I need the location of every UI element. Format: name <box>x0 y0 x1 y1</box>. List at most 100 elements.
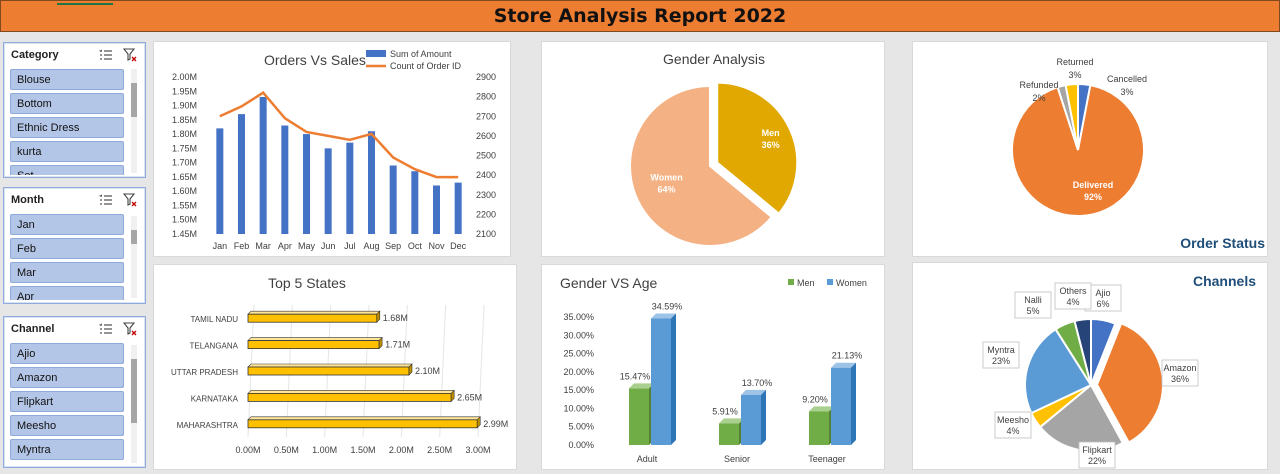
x-tick: Apr <box>278 241 292 251</box>
data-label: 2.65M <box>457 392 482 402</box>
slicer-header: Channel <box>4 317 145 341</box>
slicer-item-flipkart[interactable]: Flipkart <box>10 391 124 412</box>
y-tick: 35.00% <box>563 312 594 322</box>
y-right-tick: 2700 <box>476 111 496 121</box>
report-title: Store Analysis Report 2022 <box>493 5 787 27</box>
y-right-tick: 2800 <box>476 92 496 102</box>
slicer-scrollbar[interactable] <box>131 345 137 463</box>
month-slicer[interactable]: Month Jan Feb Mar Apr <box>3 187 146 304</box>
y-tick: 0.00% <box>568 440 594 450</box>
pie-slice-men <box>716 81 799 215</box>
y-tick: MAHARASHTRA <box>177 421 239 430</box>
slicer-item-myntra[interactable]: Myntra <box>10 439 124 460</box>
slicer-item-blouse[interactable]: Blouse <box>10 69 124 90</box>
bar-sum-of-amount <box>389 165 397 234</box>
slice-percent: 4% <box>1006 426 1019 436</box>
bar-top-face <box>831 362 856 368</box>
multi-select-icon[interactable] <box>97 47 115 63</box>
channel-slicer[interactable]: Channel Ajio Amazon Flipkart Meesho Myntra <box>3 316 146 468</box>
orders-vs-sales-panel[interactable]: Orders Vs Sales Sum of Amount Count of Ord… <box>153 41 511 257</box>
slicer-item-ethnic-dress[interactable]: Ethnic Dress <box>10 117 124 138</box>
x-tick: Sep <box>385 241 401 251</box>
multi-select-icon[interactable] <box>97 321 115 337</box>
x-tick: Adult <box>637 454 658 464</box>
clear-filter-icon[interactable] <box>121 321 139 337</box>
x-tick: Jul <box>344 241 356 251</box>
bar-women <box>741 394 761 445</box>
slicer-scrollbar[interactable] <box>131 216 137 298</box>
y-left-tick: 1.95M <box>172 86 197 96</box>
slicer-item-feb[interactable]: Feb <box>10 238 124 259</box>
slice-label: Men <box>762 128 780 138</box>
legend-swatch-men <box>788 279 794 285</box>
y-tick: UTTAR PRADESH <box>171 368 238 377</box>
scrollbar-thumb[interactable] <box>131 83 137 117</box>
data-label: 5.91% <box>712 406 738 416</box>
scrollbar-thumb[interactable] <box>131 359 137 423</box>
bar-top-face <box>247 337 383 341</box>
slicer-item-ajio[interactable]: Ajio <box>10 343 124 364</box>
slicer-item-bottom[interactable]: Bottom <box>10 93 124 114</box>
gender-vs-age-panel[interactable]: Gender VS Age Men Women 0.00% 5.00% 10.00% 15.… <box>541 264 885 470</box>
top-5-states-chart: Top 5 States 0.00M 0.50M 1.00M 1.50M 2.00M 2.5… <box>171 275 508 455</box>
slice-percent: 3% <box>1068 70 1081 80</box>
bar-sum-of-amount <box>281 125 289 234</box>
slicer-item-amazon[interactable]: Amazon <box>10 367 124 388</box>
order-status-chart: Order Status Cancelled 3% Delivered 92% Refun… <box>1011 57 1265 251</box>
orders-vs-sales-chart: Orders Vs Sales Sum of Amount Count of Ord… <box>172 49 496 251</box>
channels-panel[interactable]: Channels Ajio 6% Amazon 36% Flipkart 22% Meesho… <box>912 262 1268 470</box>
data-callout-box <box>982 341 1020 369</box>
clear-filter-icon[interactable] <box>121 47 139 63</box>
slice-label: Women <box>650 172 682 182</box>
y-left-tick: 1.70M <box>172 158 197 168</box>
slicer-item-set[interactable]: Set <box>10 165 124 175</box>
slicer-title: Channel <box>11 323 55 335</box>
slice-label: Delivered <box>1073 180 1114 190</box>
bar-side-face <box>408 363 413 376</box>
scrollbar-thumb[interactable] <box>131 230 137 244</box>
x-tick: 3.00M <box>465 445 490 455</box>
slice-percent: 23% <box>992 356 1010 366</box>
pie-slice-returned <box>1064 82 1079 151</box>
bar-state <box>247 392 452 402</box>
bar-men <box>629 388 649 445</box>
slicer-item-mar[interactable]: Mar <box>10 262 124 283</box>
legend-swatch-women <box>827 279 833 285</box>
x-tick: 1.00M <box>312 445 337 455</box>
slicer-item-meesho[interactable]: Meesho <box>10 415 124 436</box>
chart-title: Top 5 States <box>268 275 346 291</box>
slice-label: Amazon <box>1163 363 1196 373</box>
slicer-title: Month <box>11 194 44 206</box>
slicer-header: Category <box>4 43 145 67</box>
bar-side-face <box>851 362 856 445</box>
line-count-of-order-id <box>219 91 459 179</box>
gridline <box>439 304 447 438</box>
bar-top-face <box>629 383 654 389</box>
top-5-states-panel[interactable]: Top 5 States 0.00M 0.50M 1.00M 1.50M 2.00M 2.5… <box>153 264 517 470</box>
slicer-item-apr[interactable]: Apr <box>10 286 124 300</box>
clear-filter-icon[interactable] <box>121 192 139 208</box>
gender-analysis-chart: Gender Analysis Men 36% Women 64% <box>629 51 799 247</box>
slice-percent: 5% <box>1026 306 1039 316</box>
bar-men <box>809 411 829 445</box>
order-status-panel[interactable]: Order Status Cancelled 3% Delivered 92% Refun… <box>912 41 1268 257</box>
y-left-tick: 1.65M <box>172 172 197 182</box>
pie-slice-others <box>1073 317 1092 386</box>
slice-percent: 36% <box>762 140 780 150</box>
gender-analysis-panel[interactable]: Gender Analysis Men 36% Women 64% <box>541 41 885 257</box>
slice-percent: 36% <box>1171 374 1189 384</box>
category-slicer[interactable]: Category Blouse Bottom Ethnic Dress kurta Se… <box>3 42 146 178</box>
x-tick: Dec <box>450 241 467 251</box>
bar-top-face <box>247 310 381 315</box>
slicer-scrollbar[interactable] <box>131 69 137 173</box>
data-label: 15.47% <box>620 371 651 381</box>
slicer-item-kurta[interactable]: kurta <box>10 141 124 162</box>
slicer-item-jan[interactable]: Jan <box>10 214 124 235</box>
multi-select-icon[interactable] <box>97 192 115 208</box>
bar-side-face <box>376 310 381 323</box>
bar-side-face <box>761 389 766 445</box>
data-label: 1.71M <box>385 340 410 350</box>
y-right-tick: 2500 <box>476 151 496 161</box>
